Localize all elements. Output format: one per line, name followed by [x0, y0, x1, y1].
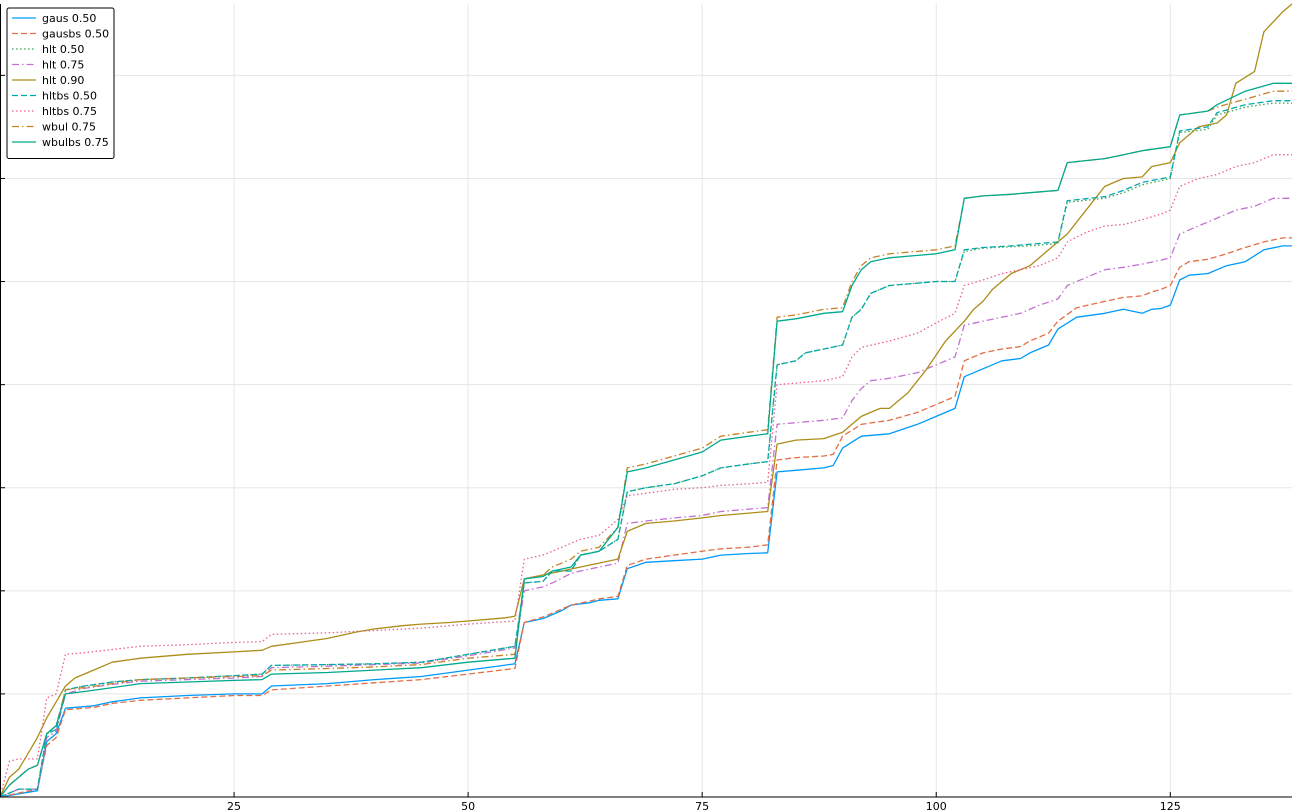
x-tick-label: 75	[695, 800, 709, 812]
legend-label-7: wbul 0.75	[42, 121, 96, 134]
series-line-5	[0, 100, 1292, 798]
legend-label-6: hltbs 0.75	[42, 105, 97, 118]
x-tick-labels: 25 50 75 100 125	[227, 800, 1181, 812]
x-tick-label: 50	[461, 800, 475, 812]
x-tick-label: 125	[1160, 800, 1181, 812]
legend-label-1: gausbs 0.50	[42, 28, 109, 41]
series-line-8	[0, 82, 1292, 798]
legend-label-5: hltbs 0.50	[42, 90, 97, 103]
legend-label-4: hlt 0.90	[42, 74, 84, 87]
legend: gaus 0.50 gausbs 0.50 hlt 0.50 hlt 0.75 hlt …	[6, 7, 115, 159]
series-layer	[0, 3, 1293, 798]
legend-label-8: wbulbs 0.75	[42, 136, 109, 149]
series-line-2	[0, 102, 1292, 798]
series-line-1	[0, 237, 1292, 798]
series-line-7	[0, 90, 1292, 798]
series-line-3	[0, 197, 1292, 798]
series-line-6	[0, 154, 1292, 798]
series-line-0	[0, 245, 1292, 798]
x-tick-label: 100	[926, 800, 947, 812]
x-tick-label: 25	[227, 800, 241, 812]
axes	[0, 4, 1292, 798]
series-line-4	[0, 3, 1293, 798]
legend-box	[6, 7, 115, 159]
legend-label-2: hlt 0.50	[42, 43, 84, 56]
legend-label-3: hlt 0.75	[42, 59, 84, 72]
legend-label-0: gaus 0.50	[42, 12, 96, 25]
